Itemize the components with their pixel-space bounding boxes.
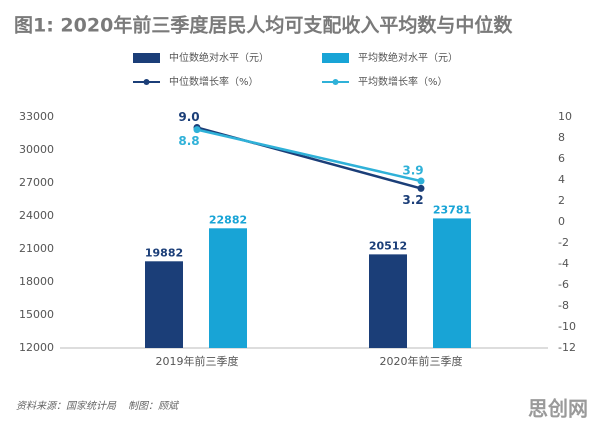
y2-tick-label: 10 xyxy=(558,110,572,123)
line-value-label: 3.9 xyxy=(402,164,423,178)
bar xyxy=(145,261,183,348)
y2-tick-label: -10 xyxy=(558,320,576,333)
y-tick-label: 33000 xyxy=(19,110,54,123)
line-point xyxy=(417,184,425,192)
y2-tick-label: -8 xyxy=(558,299,569,312)
y-tick-label: 18000 xyxy=(19,275,54,288)
y2-tick-label: 2 xyxy=(558,194,565,207)
line-value-label: 3.2 xyxy=(402,193,423,207)
bar xyxy=(209,228,247,348)
y-tick-label: 21000 xyxy=(19,242,54,255)
bar-value-label: 20512 xyxy=(369,239,407,252)
legend-swatch xyxy=(143,79,150,85)
bar xyxy=(433,218,471,348)
line-value-label: 8.8 xyxy=(178,134,199,148)
legend-swatch xyxy=(322,53,349,63)
credit: 制图：顾斌 xyxy=(128,400,180,412)
line xyxy=(196,128,422,183)
y-tick-label: 12000 xyxy=(19,341,54,354)
y2-tick-label: -6 xyxy=(558,278,569,291)
legend-swatch xyxy=(332,79,339,85)
bar-value-label: 22882 xyxy=(209,213,247,226)
line-point xyxy=(417,177,425,185)
x-tick-label: 2020年前三季度 xyxy=(380,354,463,368)
y2-tick-label: 0 xyxy=(558,215,565,228)
y2-tick-label: -4 xyxy=(558,257,569,270)
legend-label: 平均数增长率（%） xyxy=(358,75,448,88)
line-point xyxy=(193,126,201,134)
y-tick-label: 15000 xyxy=(19,308,54,321)
x-tick-label: 2019年前三季度 xyxy=(156,354,239,368)
y2-tick-label: 6 xyxy=(558,152,565,165)
legend-swatch xyxy=(133,53,160,63)
y-tick-label: 30000 xyxy=(19,143,54,156)
watermark: 思创网 xyxy=(528,397,588,421)
bar-value-label: 19882 xyxy=(145,246,183,259)
line-value-label: 9.0 xyxy=(178,110,199,124)
legend-label: 中位数绝对水平（元） xyxy=(169,51,269,64)
y-tick-label: 24000 xyxy=(19,209,54,222)
y2-tick-label: 8 xyxy=(558,131,565,144)
chart-title: 图1: 2020年前三季度居民人均可支配收入平均数与中位数 xyxy=(14,14,513,37)
y2-tick-label: -2 xyxy=(558,236,569,249)
legend-label: 平均数绝对水平（元） xyxy=(358,51,458,64)
source: 资料来源：国家统计局 xyxy=(16,400,117,412)
bar-value-label: 23781 xyxy=(433,203,471,216)
y2-tick-label: 4 xyxy=(558,173,565,186)
y-tick-label: 27000 xyxy=(19,176,54,189)
legend-label: 中位数增长率（%） xyxy=(169,75,259,88)
bar xyxy=(369,254,407,348)
y2-tick-label: -12 xyxy=(558,341,576,354)
